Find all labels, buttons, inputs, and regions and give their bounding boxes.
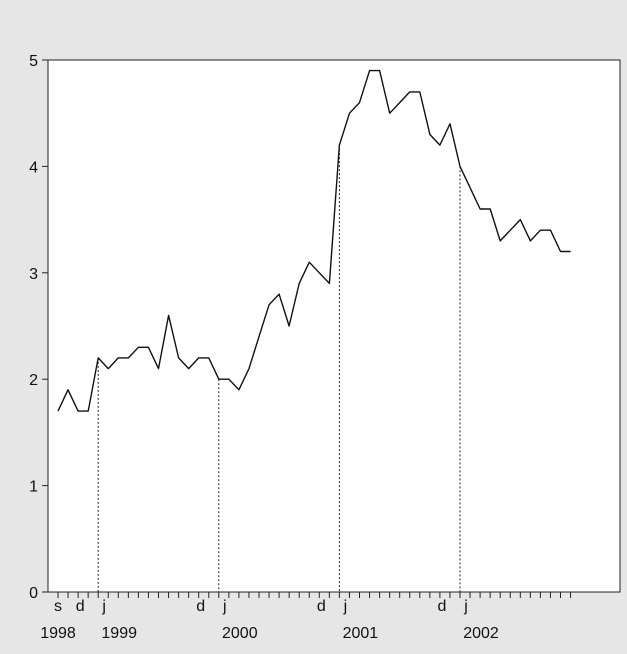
x-month-label: d	[317, 598, 326, 615]
y-tick-label: 0	[29, 585, 38, 602]
x-month-label: s	[54, 598, 62, 615]
y-tick-label: 4	[29, 159, 38, 176]
y-tick-label: 3	[29, 266, 38, 283]
x-year-label: 1998	[40, 625, 76, 642]
plot-area	[47, 59, 621, 593]
x-month-label: j	[222, 598, 227, 615]
x-year-label: 2001	[343, 625, 379, 642]
x-year-label: 2002	[463, 625, 499, 642]
x-year-label: 2000	[222, 625, 258, 642]
y-tick-label: 2	[29, 372, 38, 389]
series-line	[57, 69, 571, 412]
x-month-label: j	[343, 598, 348, 615]
x-month-label: d	[437, 598, 446, 615]
x-year-label: 1999	[101, 625, 137, 642]
x-month-label: d	[196, 598, 205, 615]
y-tick-label: 1	[29, 479, 38, 496]
x-month-label: j	[463, 598, 468, 615]
x-month-label: d	[76, 598, 85, 615]
y-tick-label: 5	[29, 53, 38, 70]
x-month-label: j	[101, 598, 106, 615]
